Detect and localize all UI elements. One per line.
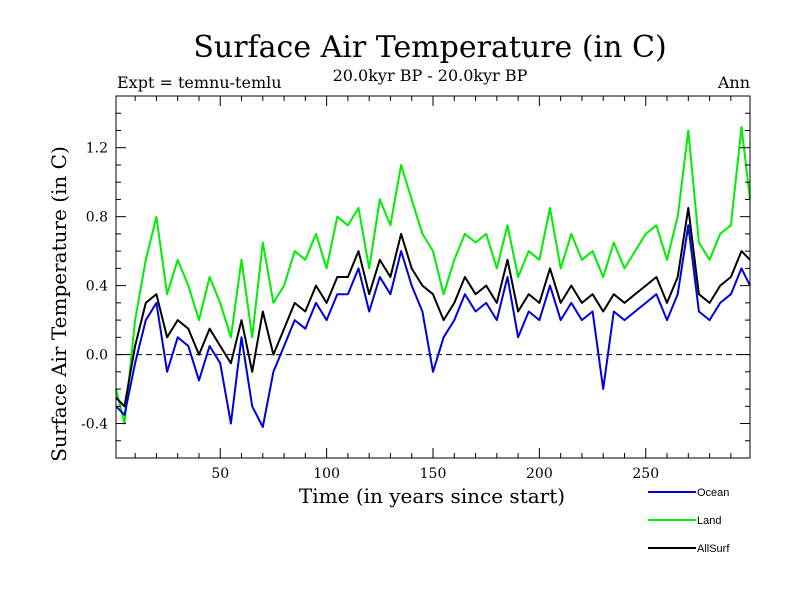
series-line-land [115,126,751,425]
y-tick-label: 0.4 [86,279,108,295]
chart-title: Surface Air Temperature (in C) [193,30,666,65]
series-group [115,126,751,428]
chart-right-label: Ann [717,73,750,92]
x-tick-label: 150 [420,466,447,482]
chart-left-label: Expt = temnu-temlu [117,73,282,92]
x-axis-label: Time (in years since start) [299,484,565,508]
y-tick-label: -0.4 [81,417,108,433]
series-line-ocean [115,224,751,428]
legend: Ocean Land AllSurf [648,487,730,555]
x-tick-label: 200 [526,466,553,482]
legend-label-ocean: Ocean [697,487,729,499]
y-axis-label: Surface Air Temperature (in C) [47,146,71,462]
y-tick-label: 0.8 [86,210,108,226]
y-axis: -0.4 0.0 0.4 0.8 1.2 [81,112,750,442]
y-tick-label: 1.2 [86,141,108,157]
chart-subtitle: 20.0kyr BP - 20.0kyr BP [333,66,528,85]
legend-label-land: Land [697,515,721,527]
x-axis: 50 100 150 200 250 [134,96,732,482]
series-line-allsurf [115,207,751,408]
x-tick-label: 250 [632,466,659,482]
x-tick-label: 50 [211,466,229,482]
y-tick-label: 0.0 [86,348,108,364]
legend-label-allsurf: AllSurf [697,543,730,555]
x-tick-label: 100 [313,466,340,482]
